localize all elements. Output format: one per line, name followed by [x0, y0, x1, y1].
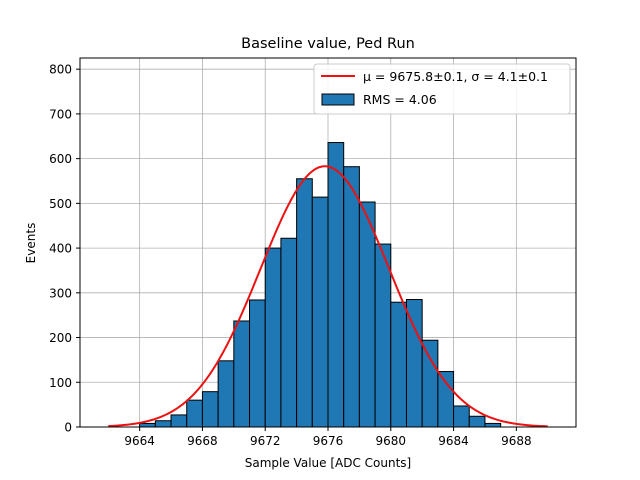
x-tick-label: 9684 — [438, 434, 469, 448]
histogram-bar — [421, 339, 439, 428]
histogram-bar — [139, 422, 156, 428]
x-tick-label: 9672 — [250, 434, 281, 448]
gaussian-fit-curve — [108, 165, 548, 428]
x-tick-label: 9688 — [501, 434, 532, 448]
histogram-bar — [154, 420, 172, 428]
histogram-bar — [453, 405, 470, 428]
legend-box — [313, 63, 571, 115]
legend-histogram-label: RMS = 4.06 — [363, 92, 437, 107]
chart-title: Baseline value, Ped Run — [241, 36, 415, 52]
x-axis-label: Sample Value [ADC Counts] — [245, 456, 411, 470]
histogram-bar — [249, 299, 266, 428]
histogram-bars — [139, 142, 502, 428]
histogram-bar — [390, 301, 407, 428]
x-axis-ticks: 9664 9668 9672 9676 9680 9684 9688 — [124, 427, 532, 448]
y-axis-label: Events — [24, 223, 38, 264]
y-tick-label: 100 — [49, 376, 72, 390]
legend-histogram-swatch — [321, 93, 355, 106]
y-tick-label: 300 — [49, 286, 72, 300]
legend-fit-label: μ = 9675.8±0.1, σ = 4.1±0.1 — [363, 69, 548, 84]
histogram-bar — [437, 371, 455, 428]
y-tick-label: 400 — [49, 242, 72, 256]
histogram-bar — [468, 415, 486, 428]
histogram-bar — [264, 247, 282, 428]
histogram-bar — [405, 299, 423, 428]
histogram-bar — [280, 237, 298, 428]
histogram-bar — [170, 414, 188, 428]
legend: μ = 9675.8±0.1, σ = 4.1±0.1 RMS = 4.06 — [313, 63, 571, 115]
histogram-bar — [217, 360, 235, 428]
y-tick-label: 800 — [49, 63, 72, 77]
x-tick-label: 9676 — [313, 434, 344, 448]
y-tick-label: 700 — [49, 107, 72, 121]
y-axis-ticks: 0 100 200 300 400 500 600 700 800 — [49, 63, 80, 435]
y-tick-label: 200 — [49, 331, 72, 345]
histogram-bar — [201, 391, 219, 428]
x-tick-label: 9664 — [124, 434, 155, 448]
histogram-bar — [358, 201, 376, 428]
histogram-bar — [484, 422, 502, 428]
histogram-bar — [327, 142, 345, 428]
x-tick-label: 9668 — [187, 434, 218, 448]
x-tick-label: 9680 — [376, 434, 407, 448]
histogram-bar — [374, 243, 392, 428]
histogram-bar — [343, 166, 360, 428]
y-tick-label: 600 — [49, 152, 72, 166]
histogram-bar — [186, 399, 203, 428]
y-tick-label: 0 — [64, 421, 72, 435]
histogram-bar — [233, 320, 251, 428]
histogram-bar — [311, 196, 329, 428]
y-tick-label: 500 — [49, 197, 72, 211]
histogram-bar — [296, 178, 313, 428]
